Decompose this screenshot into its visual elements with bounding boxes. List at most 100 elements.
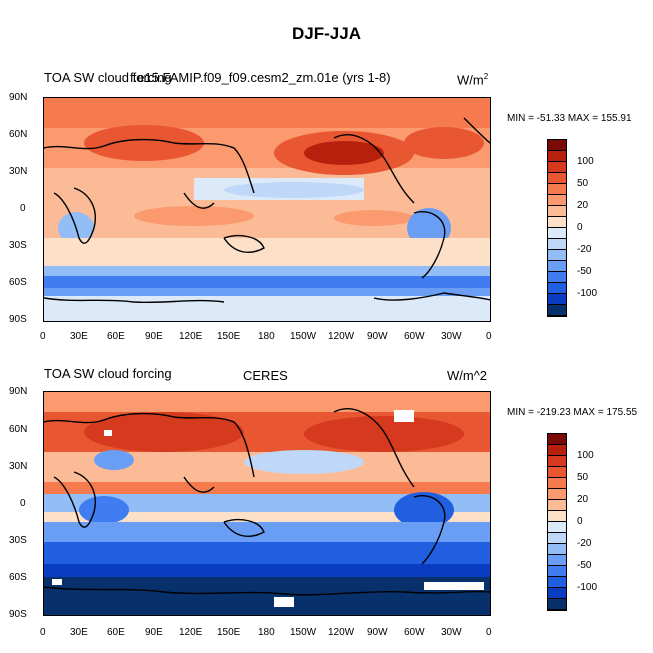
top-lat-label: 60N	[9, 129, 28, 140]
bottom-map	[43, 391, 491, 616]
bottom-lon-label: 180	[258, 627, 275, 638]
bottom-colorbar	[547, 433, 567, 611]
bottom-center-label: CERES	[243, 368, 288, 383]
top-lon-label: 0	[40, 331, 46, 342]
figure-title: DJF-JJA	[292, 24, 361, 43]
bottom-lat-label: 30S	[9, 535, 27, 546]
bottom-lat-label: 60N	[9, 424, 28, 435]
top-lat-label: 90S	[9, 314, 27, 325]
bottom-colorbar-label: -100	[577, 582, 598, 593]
colorbar-segment	[548, 500, 566, 511]
colorbar-segment	[548, 173, 566, 184]
bottom-map-field	[44, 392, 490, 615]
top-lon-label: 90W	[367, 331, 388, 342]
bottom-lon-label: 150E	[217, 627, 241, 638]
bottom-lon-label: 120W	[328, 627, 355, 638]
top-lon-label: 30E	[70, 331, 88, 342]
top-center-label: f.e15.FAMIP.f09_f09.cesm2_zm.01e (yrs 1-…	[130, 70, 391, 85]
bottom-lat-label: 90N	[9, 386, 28, 397]
top-colorbar-label: -50	[577, 266, 592, 277]
top-lat-label: 0	[20, 203, 26, 214]
bottom-colorbar-label: 100	[577, 450, 594, 461]
top-map-field	[44, 98, 490, 321]
bottom-lon-label: 60W	[404, 627, 425, 638]
top-lon-label: 180	[258, 331, 275, 342]
colorbar-segment	[548, 228, 566, 239]
top-minmax: MIN = -51.33 MAX = 155.91	[507, 113, 632, 124]
top-left-label: TOA SW cloud forcing	[44, 70, 172, 85]
bottom-colorbar-label: 0	[577, 516, 583, 527]
top-lat-label: 60S	[9, 277, 27, 288]
colorbar-segment	[548, 478, 566, 489]
top-colorbar-label: -20	[577, 244, 592, 255]
colorbar-segment	[548, 577, 566, 588]
colorbar-segment	[548, 566, 566, 577]
bottom-lon-label: 90W	[367, 627, 388, 638]
bottom-colorbar-label: -20	[577, 538, 592, 549]
colorbar-segment	[548, 162, 566, 173]
colorbar-segment	[548, 206, 566, 217]
bottom-lat-label: 90S	[9, 609, 27, 620]
top-colorbar-label: 0	[577, 222, 583, 233]
top-lon-label: 60E	[107, 331, 125, 342]
top-lat-label: 30S	[9, 240, 27, 251]
colorbar-segment	[548, 217, 566, 228]
bottom-lon-label: 150W	[290, 627, 317, 638]
bottom-lon-label: 0	[40, 627, 46, 638]
bottom-colorbar-label: 50	[577, 472, 589, 483]
top-colorbar-label: 100	[577, 156, 594, 167]
colorbar-segment	[548, 533, 566, 544]
colorbar-segment	[548, 151, 566, 162]
colorbar-segment	[548, 294, 566, 305]
colorbar-segment	[548, 588, 566, 599]
bottom-colorbar-label: 20	[577, 494, 589, 505]
colorbar-segment	[548, 283, 566, 294]
colorbar-segment	[548, 456, 566, 467]
colorbar-segment	[548, 434, 566, 445]
top-lat-label: 30N	[9, 166, 28, 177]
bottom-lat-label: 0	[20, 498, 26, 509]
bottom-lon-label: 120E	[179, 627, 203, 638]
colorbar-segment	[548, 195, 566, 206]
colorbar-segment	[548, 250, 566, 261]
top-units-label: W/m2	[457, 72, 489, 88]
bottom-lon-label: 0	[486, 627, 492, 638]
colorbar-segment	[548, 184, 566, 195]
colorbar-segment	[548, 467, 566, 478]
colorbar-segment	[548, 140, 566, 151]
top-colorbar-label: 20	[577, 200, 589, 211]
bottom-lat-label: 30N	[9, 461, 28, 472]
bottom-left-label: TOA SW cloud forcing	[44, 366, 172, 381]
bottom-minmax: MIN = -219.23 MAX = 175.55	[507, 407, 638, 418]
bottom-lon-label: 30W	[441, 627, 462, 638]
bottom-colorbar-label: -50	[577, 560, 592, 571]
top-lon-label: 30W	[441, 331, 462, 342]
top-lon-label: 120E	[179, 331, 203, 342]
bottom-lon-label: 90E	[145, 627, 163, 638]
colorbar-segment	[548, 522, 566, 533]
bottom-units-label: W/m^2	[447, 368, 488, 383]
colorbar-segment	[548, 445, 566, 456]
colorbar-segment	[548, 305, 566, 316]
colorbar-segment	[548, 239, 566, 250]
top-lon-label: 150E	[217, 331, 241, 342]
colorbar-segment	[548, 489, 566, 500]
top-map	[43, 97, 491, 322]
colorbar-segment	[548, 261, 566, 272]
top-colorbar	[547, 139, 567, 317]
colorbar-segment	[548, 272, 566, 283]
top-lon-label: 150W	[290, 331, 317, 342]
bottom-lat-label: 60S	[9, 572, 27, 583]
top-colorbar-label: -100	[577, 288, 598, 299]
bottom-lon-label: 30E	[70, 627, 88, 638]
top-lon-label: 90E	[145, 331, 163, 342]
top-colorbar-label: 50	[577, 178, 589, 189]
top-lon-label: 0	[486, 331, 492, 342]
top-lon-label: 120W	[328, 331, 355, 342]
colorbar-segment	[548, 555, 566, 566]
colorbar-segment	[548, 544, 566, 555]
colorbar-segment	[548, 511, 566, 522]
bottom-lon-label: 60E	[107, 627, 125, 638]
top-lat-label: 90N	[9, 92, 28, 103]
colorbar-segment	[548, 599, 566, 610]
